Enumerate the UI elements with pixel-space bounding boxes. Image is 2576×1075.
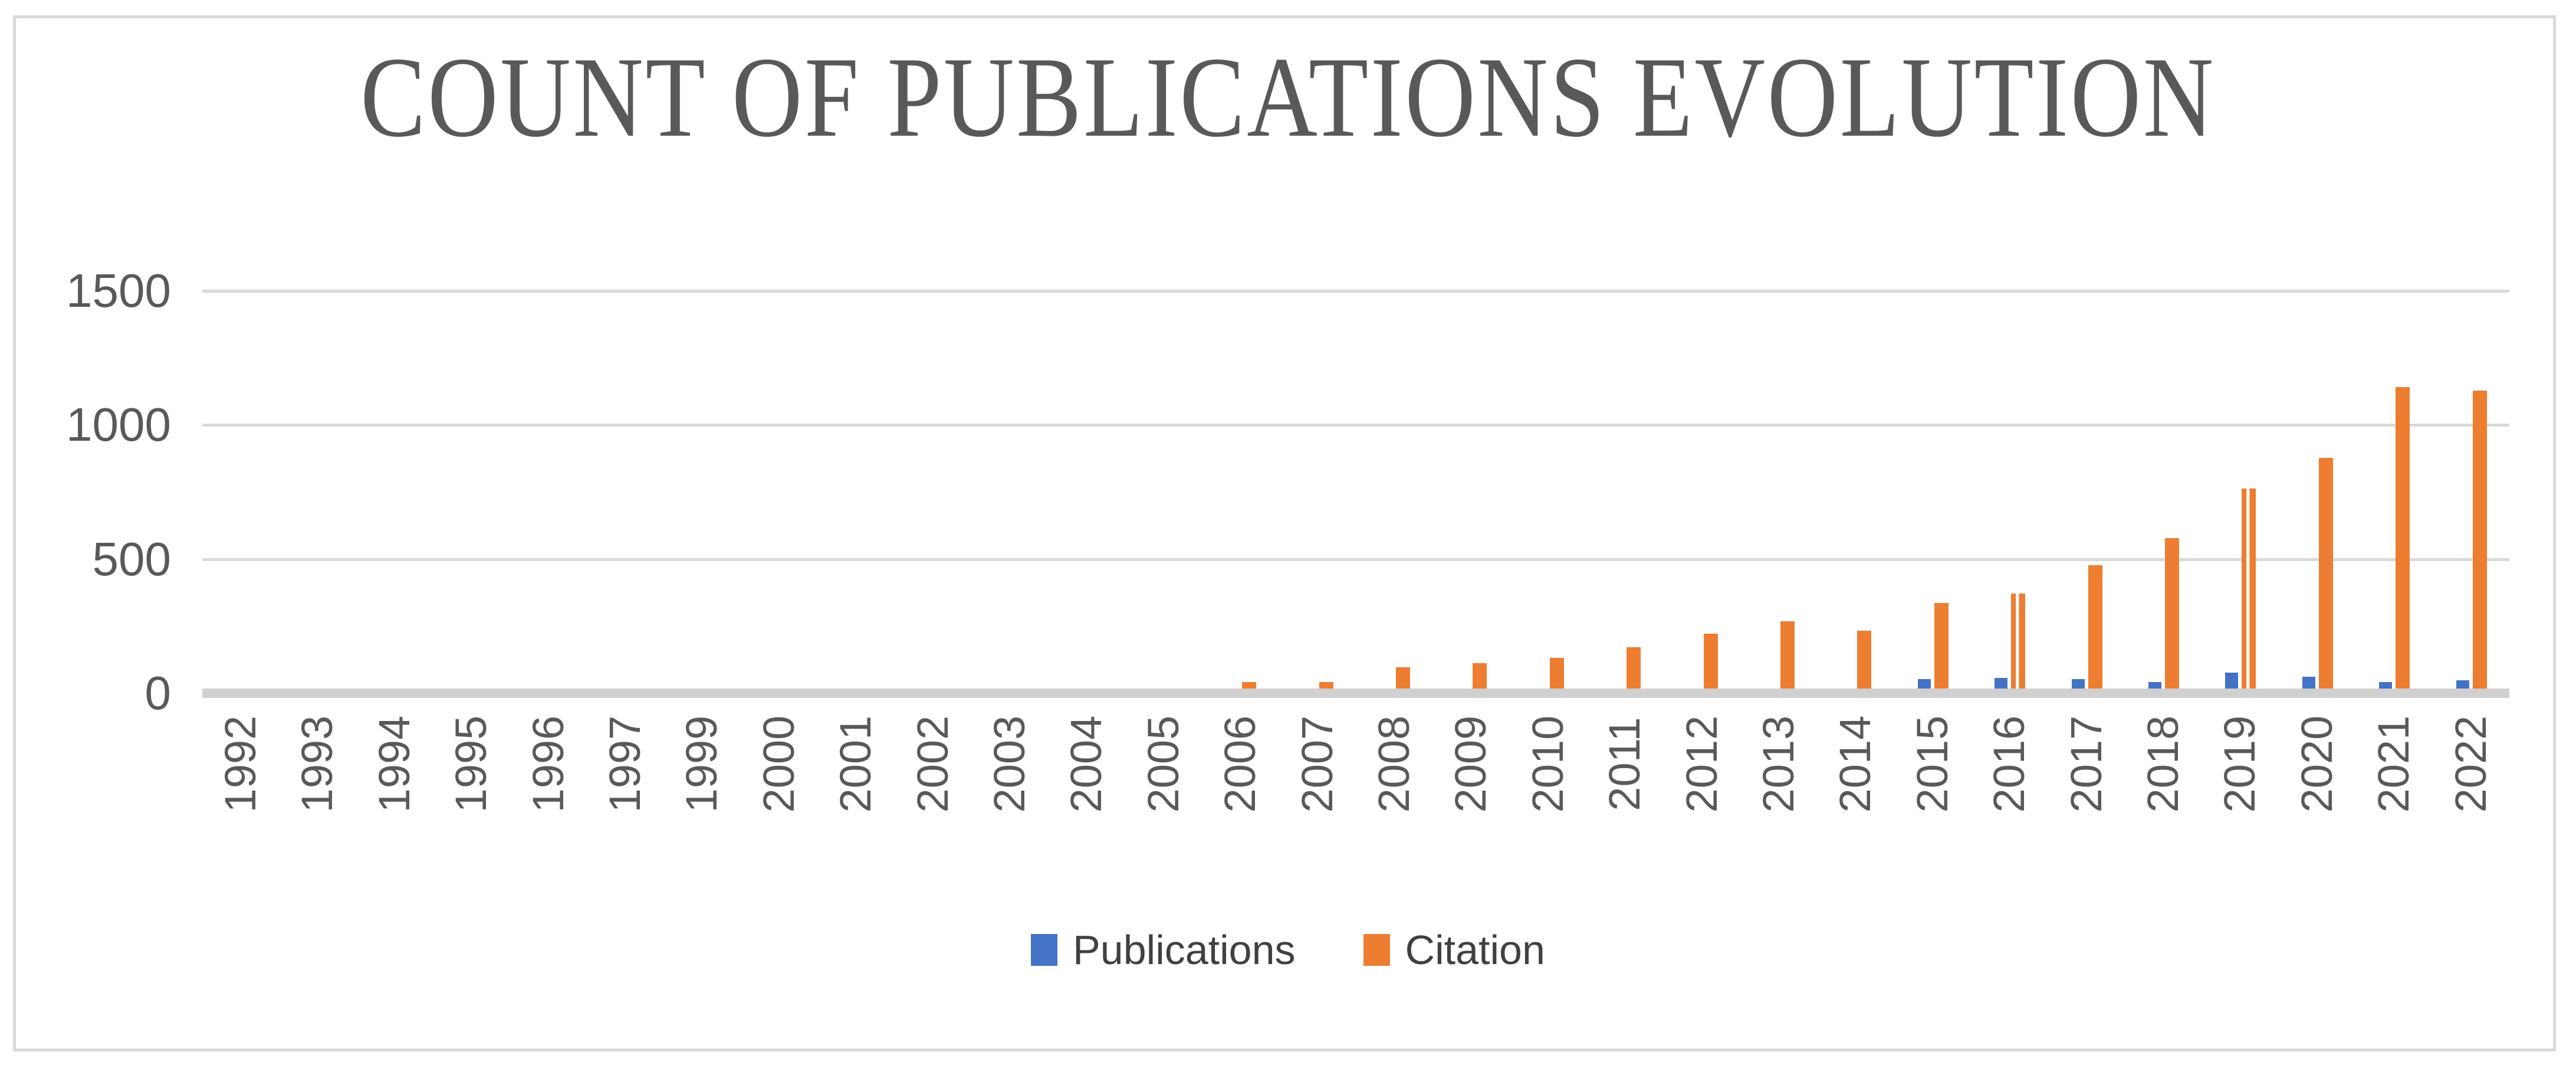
x-tick-label-2017: 2017: [2061, 715, 2111, 813]
x-tick-label-1996: 1996: [523, 715, 573, 813]
x-tick-label-2021: 2021: [2369, 715, 2419, 813]
publications-swatch-icon: [1031, 934, 1058, 966]
x-tick-label-2009: 2009: [1446, 715, 1496, 813]
x-tick-label-2020: 2020: [2292, 715, 2341, 813]
x-tick-label-2005: 2005: [1138, 715, 1188, 813]
x-tick-label-2008: 2008: [1369, 715, 1418, 813]
citation-bar-2019: [2242, 489, 2256, 689]
x-tick-label-2006: 2006: [1215, 715, 1265, 813]
y-tick-label-0: 0: [144, 667, 172, 719]
x-tick-label-2022: 2022: [2446, 715, 2495, 813]
citation-bar-2020: [2318, 458, 2333, 689]
publications-bar-2022: [2456, 680, 2469, 689]
citation-bar-2016: [2011, 594, 2026, 689]
publications-bar-2016: [1995, 678, 2008, 689]
x-tick-label-2002: 2002: [908, 715, 957, 813]
x-tick-label-2018: 2018: [2138, 715, 2187, 813]
citation-swatch-icon: [1363, 934, 1390, 966]
chart-title: COUNT OF PUBLICATIONS EVOLUTION: [360, 34, 2216, 161]
y-tick-label-500: 500: [92, 532, 171, 585]
legend-label-citation: Citation: [1405, 927, 1545, 973]
x-tick-label-2013: 2013: [1754, 715, 1803, 813]
citation-bar-2011: [1627, 647, 1641, 689]
citation-bar-2010: [1549, 658, 1564, 689]
gridline-y-1000: [202, 424, 2509, 427]
citation-bar-2009: [1473, 663, 1487, 689]
x-tick-label-1999: 1999: [677, 715, 727, 813]
gridline-y-500: [202, 558, 2509, 561]
x-tick-label-2012: 2012: [1677, 715, 1726, 813]
x-axis-line: [202, 689, 2509, 698]
citation-bar-2014: [1857, 631, 1872, 689]
x-tick-label-2014: 2014: [1831, 715, 1880, 813]
citation-bar-2008: [1396, 667, 1410, 689]
citation-bar-2021: [2396, 387, 2410, 689]
x-tick-label-2007: 2007: [1292, 715, 1342, 813]
citation-bar-2012: [1703, 634, 1718, 689]
x-tick-label-2019: 2019: [2215, 715, 2265, 813]
x-tick-label-2004: 2004: [1062, 715, 1111, 813]
publications-bar-2021: [2379, 682, 2393, 689]
citation-bar-2007: [1319, 682, 1333, 689]
citation-bar-2006: [1242, 682, 1257, 689]
legend-item-citation: Citation: [1363, 929, 1545, 971]
x-tick-label-2011: 2011: [1600, 717, 1650, 811]
x-tick-label-1995: 1995: [446, 715, 496, 813]
legend: Publications Citation: [0, 923, 2576, 976]
publications-bar-2017: [2071, 679, 2085, 689]
publications-bar-2020: [2302, 677, 2315, 689]
x-tick-label-2010: 2010: [1523, 715, 1572, 813]
gridline-y-1500: [202, 290, 2509, 293]
citation-bar-2015: [1934, 603, 1949, 689]
x-tick-label-1997: 1997: [600, 715, 649, 813]
chart-frame-border: [13, 15, 2556, 1051]
publications-bar-2018: [2148, 682, 2161, 689]
citation-bar-2022: [2472, 391, 2487, 689]
citation-bar-2013: [1780, 621, 1795, 689]
publications-bar-2015: [1917, 679, 1931, 689]
x-tick-label-2003: 2003: [985, 715, 1034, 813]
x-tick-label-2001: 2001: [831, 715, 880, 813]
x-tick-label-1993: 1993: [293, 715, 342, 813]
x-tick-label-1992: 1992: [216, 715, 265, 813]
citation-bar-2017: [2088, 565, 2102, 689]
x-tick-label-2015: 2015: [1907, 715, 1957, 813]
y-tick-label-1500: 1500: [66, 264, 171, 317]
legend-label-publications: Publications: [1073, 927, 1296, 973]
y-tick-label-1000: 1000: [66, 398, 171, 451]
citation-bar-2018: [2165, 538, 2179, 689]
x-tick-label-1994: 1994: [369, 715, 419, 813]
publications-bar-2019: [2225, 673, 2239, 689]
x-tick-label-2000: 2000: [754, 715, 803, 813]
x-tick-label-2016: 2016: [1984, 715, 2034, 813]
legend-item-publications: Publications: [1031, 927, 1296, 973]
